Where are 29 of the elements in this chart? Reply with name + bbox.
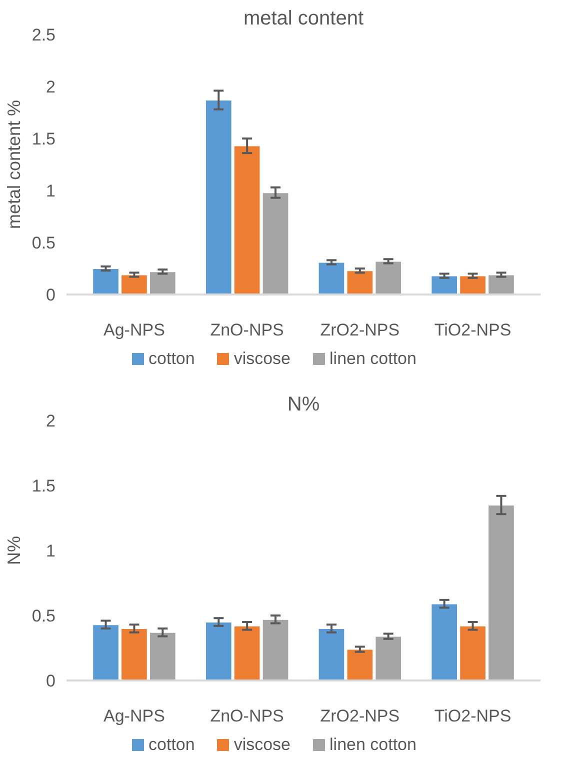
legend-label: linen cotton [330,349,416,368]
y-tick-label: 2 [46,412,56,430]
x-tick-label: TiO2-NPS [434,706,512,726]
legend-label: cotton [148,735,195,754]
y-tick-label: 0 [46,672,56,690]
y-tick-label: 1 [46,182,56,200]
x-tick-label: TiO2-NPS [434,320,512,340]
y-tick-label: 0 [46,286,56,304]
legend-label: viscose [234,349,291,368]
legend-label: viscose [234,735,291,754]
x-tick-label: Ag-NPS [104,320,165,340]
x-tick-label: Ag-NPS [104,706,165,726]
legend-label: cotton [148,349,195,368]
chart-title: metal content [243,8,364,30]
x-tick-label: ZnO-NPS [210,706,284,726]
y-tick-label: 2.5 [32,26,56,44]
y-tick-label: 1.5 [32,476,56,496]
legend-label: linen cotton [330,735,416,754]
y-tick-label: 0.5 [32,606,56,626]
y-tick-label: 1.5 [32,130,56,148]
x-tick-label: ZrO2-NPS [320,706,400,726]
chart-title: N% [287,394,320,416]
y-tick-label: 1 [46,542,56,560]
y-tick-label: 0.5 [32,234,56,252]
x-tick-label: ZnO-NPS [210,320,284,340]
x-tick-label: ZrO2-NPS [320,320,400,340]
y-axis-title: N% [4,536,24,565]
y-axis-title: metal content % [4,100,24,230]
y-tick-label: 2 [46,78,56,96]
